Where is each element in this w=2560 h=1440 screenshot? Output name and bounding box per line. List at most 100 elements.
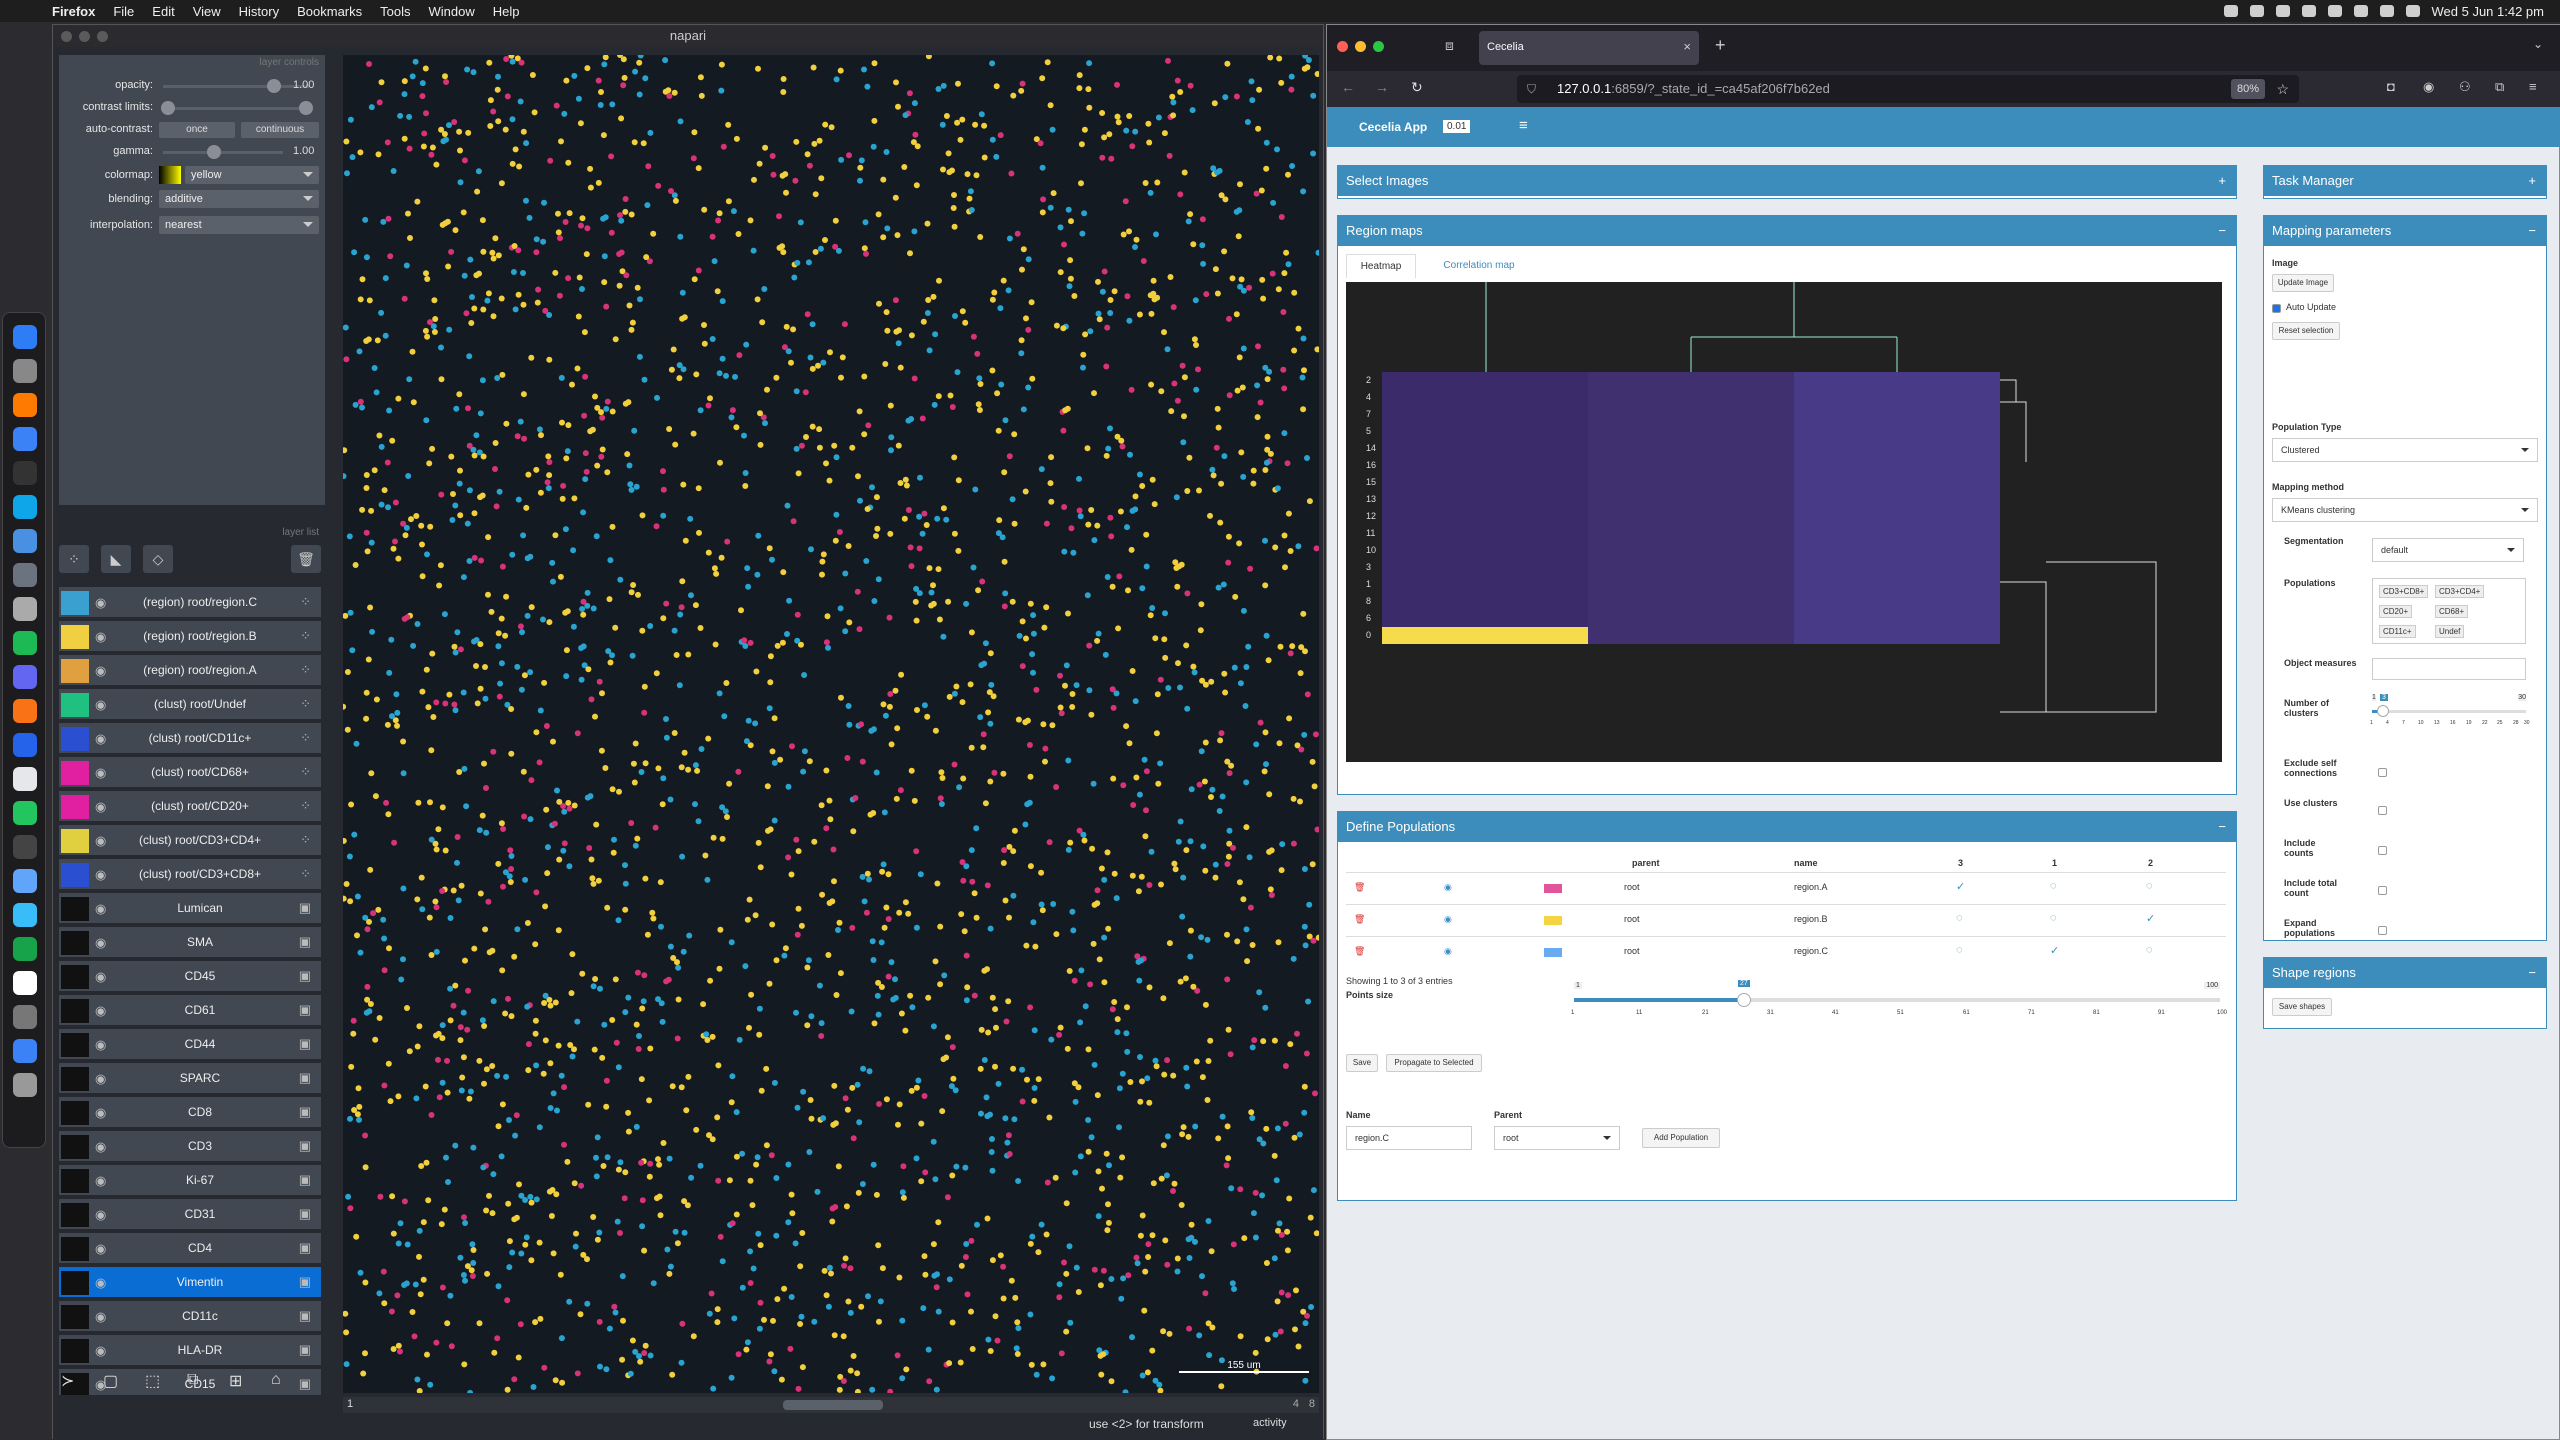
search-icon[interactable] [2379, 5, 2394, 17]
heatmap-cell[interactable] [1382, 423, 1588, 440]
list-tabs-icon[interactable]: ⌄ [2532, 37, 2543, 51]
heatmap-plot[interactable]: 2 4 7 5 14 16 15 13 12 11 10 3 1 8 6 0 [1346, 282, 2222, 762]
dock-app-icon[interactable] [13, 699, 37, 723]
console-icon[interactable]: ≻ [61, 1373, 75, 1390]
visibility-eye-icon[interactable]: ◉ [95, 935, 107, 950]
tab-overview-icon[interactable]: ⧈ [1445, 37, 1454, 53]
heatmap-cell[interactable] [1588, 610, 1794, 627]
menu-help[interactable]: Help [492, 3, 520, 19]
heatmap-cell[interactable] [1588, 559, 1794, 576]
menu-window[interactable]: Window [428, 3, 475, 19]
heatmap-cell[interactable] [1794, 389, 2000, 406]
new-tab-icon[interactable]: + [1715, 35, 1726, 55]
auto-update-checkbox[interactable] [2272, 304, 2281, 313]
cluster-toggle-icon[interactable]: ◌ [2146, 944, 2153, 956]
heatmap-cell[interactable] [1588, 576, 1794, 593]
menu-icon[interactable]: ≡ [2529, 79, 2537, 94]
image-canvas[interactable]: 155 um [343, 55, 1319, 1393]
add-population-button[interactable]: Add Population [1642, 1128, 1720, 1148]
layer-row[interactable]: ◉ CD31 ▣ [59, 1199, 321, 1231]
layer-row[interactable]: ◉ (clust) root/CD3+CD4+ ⁘ [59, 825, 321, 857]
layer-row[interactable]: ◉ (clust) root/CD3+CD8+ ⁘ [59, 859, 321, 891]
dims-slider[interactable]: 1 4 8 [343, 1397, 1319, 1413]
heatmap-cell[interactable] [1794, 627, 2000, 644]
menu-file[interactable]: File [113, 3, 135, 19]
layer-row[interactable]: ◉ CD3 ▣ [59, 1131, 321, 1163]
dock-app-icon[interactable] [13, 427, 37, 451]
autocontrast-continuous-button[interactable]: continuous [241, 122, 319, 138]
tray-icon[interactable] [2275, 5, 2290, 17]
heatmap-cell[interactable] [1794, 440, 2000, 457]
population-tag[interactable]: Undef [2435, 625, 2465, 638]
menu-app-name[interactable]: Firefox [52, 3, 96, 19]
blending-dropdown[interactable]: additive [159, 190, 319, 208]
heatmap-cell[interactable] [1794, 406, 2000, 423]
select-images-header[interactable]: Select Images + [1338, 166, 2236, 196]
transpose-icon[interactable]: ⧉ [187, 1371, 199, 1388]
layer-row[interactable]: ◉ CD61 ▣ [59, 995, 321, 1027]
visibility-eye-icon[interactable]: ◉ [95, 901, 107, 916]
cluster-toggle-icon[interactable]: ◌ [1956, 944, 1963, 956]
cluster-toggle-icon[interactable]: ✓ [1956, 881, 1966, 893]
dims-slider-handle[interactable] [783, 1400, 883, 1410]
color-swatch[interactable] [1544, 884, 1562, 893]
autocontrast-once-button[interactable]: once [159, 122, 235, 138]
dock-app-icon[interactable] [13, 971, 37, 995]
population-tag[interactable]: CD20+ [2379, 605, 2413, 618]
menu-history[interactable]: History [238, 3, 280, 19]
dock-app-icon[interactable] [13, 325, 37, 349]
dock-app-icon[interactable] [13, 495, 37, 519]
wifi-icon[interactable] [2353, 5, 2368, 17]
collapse-icon[interactable]: − [2218, 819, 2226, 834]
home-icon[interactable]: ⌂ [271, 1371, 281, 1388]
heatmap-cell[interactable] [1794, 491, 2000, 508]
bookmark-star-icon[interactable]: ☆ [2276, 81, 2289, 97]
expand-populations-checkbox[interactable] [2378, 926, 2387, 935]
col-parent[interactable]: parent [1632, 858, 1660, 868]
population-tag[interactable]: CD11c+ [2379, 625, 2416, 638]
points-handle[interactable] [1737, 993, 1751, 1007]
heatmap-cell[interactable] [1794, 525, 2000, 542]
minimize-button[interactable] [79, 31, 90, 42]
use-clusters-checkbox[interactable] [2378, 806, 2387, 815]
dock-app-icon[interactable] [13, 563, 37, 587]
layer-row[interactable]: ◉ CD45 ▣ [59, 961, 321, 993]
url-bar[interactable]: 127.0.0.1:6859/?_state_id_=ca45af206f7b6… [1517, 75, 2299, 103]
dock-app-icon[interactable] [13, 1005, 37, 1029]
new-points-layer-button[interactable]: ⁘ [59, 545, 89, 573]
expand-icon[interactable]: + [2528, 173, 2536, 188]
heatmap-cell[interactable] [1382, 627, 1588, 644]
collapse-icon[interactable]: − [2218, 223, 2226, 238]
contrast-slider[interactable] [163, 107, 309, 110]
tab-heatmap[interactable]: Heatmap [1346, 254, 1416, 278]
delete-icon[interactable]: 🗑 [1354, 946, 1366, 956]
dock-app-icon[interactable] [13, 359, 37, 383]
new-labels-layer-button[interactable]: ◇ [143, 545, 173, 573]
include-counts-checkbox[interactable] [2378, 846, 2387, 855]
zoom-button[interactable] [1373, 41, 1384, 52]
heatmap-cell[interactable] [1382, 508, 1588, 525]
dock-app-icon[interactable] [13, 393, 37, 417]
layer-row[interactable]: ◉ (region) root/region.B ⁘ [59, 621, 321, 653]
close-tab-icon[interactable]: × [1683, 39, 1691, 54]
pocket-icon[interactable]: ◘ [2387, 79, 2395, 94]
save-button[interactable]: Save [1346, 1054, 1378, 1072]
collapse-icon[interactable]: − [2528, 223, 2536, 238]
minimize-button[interactable] [1355, 41, 1366, 52]
heatmap-cell[interactable] [1382, 559, 1588, 576]
new-shapes-layer-button[interactable]: ◣ [101, 545, 131, 573]
colormap-dropdown[interactable]: yellow [185, 166, 319, 184]
visibility-eye-icon[interactable]: ◉ [1444, 946, 1452, 956]
zoom-button[interactable] [97, 31, 108, 42]
menu-view[interactable]: View [192, 3, 221, 19]
layer-row[interactable]: ◉ HLA-DR ▣ [59, 1335, 321, 1367]
segmentation-select[interactable]: default [2372, 538, 2524, 562]
visibility-eye-icon[interactable]: ◉ [95, 1139, 107, 1154]
visibility-eye-icon[interactable]: ◉ [1444, 914, 1452, 924]
heatmap-cell[interactable] [1794, 576, 2000, 593]
visibility-eye-icon[interactable]: ◉ [95, 1207, 107, 1222]
heatmap-cell[interactable] [1382, 389, 1588, 406]
col-2[interactable]: 2 [2148, 858, 2154, 868]
visibility-eye-icon[interactable]: ◉ [95, 731, 107, 746]
include-total-checkbox[interactable] [2378, 886, 2387, 895]
